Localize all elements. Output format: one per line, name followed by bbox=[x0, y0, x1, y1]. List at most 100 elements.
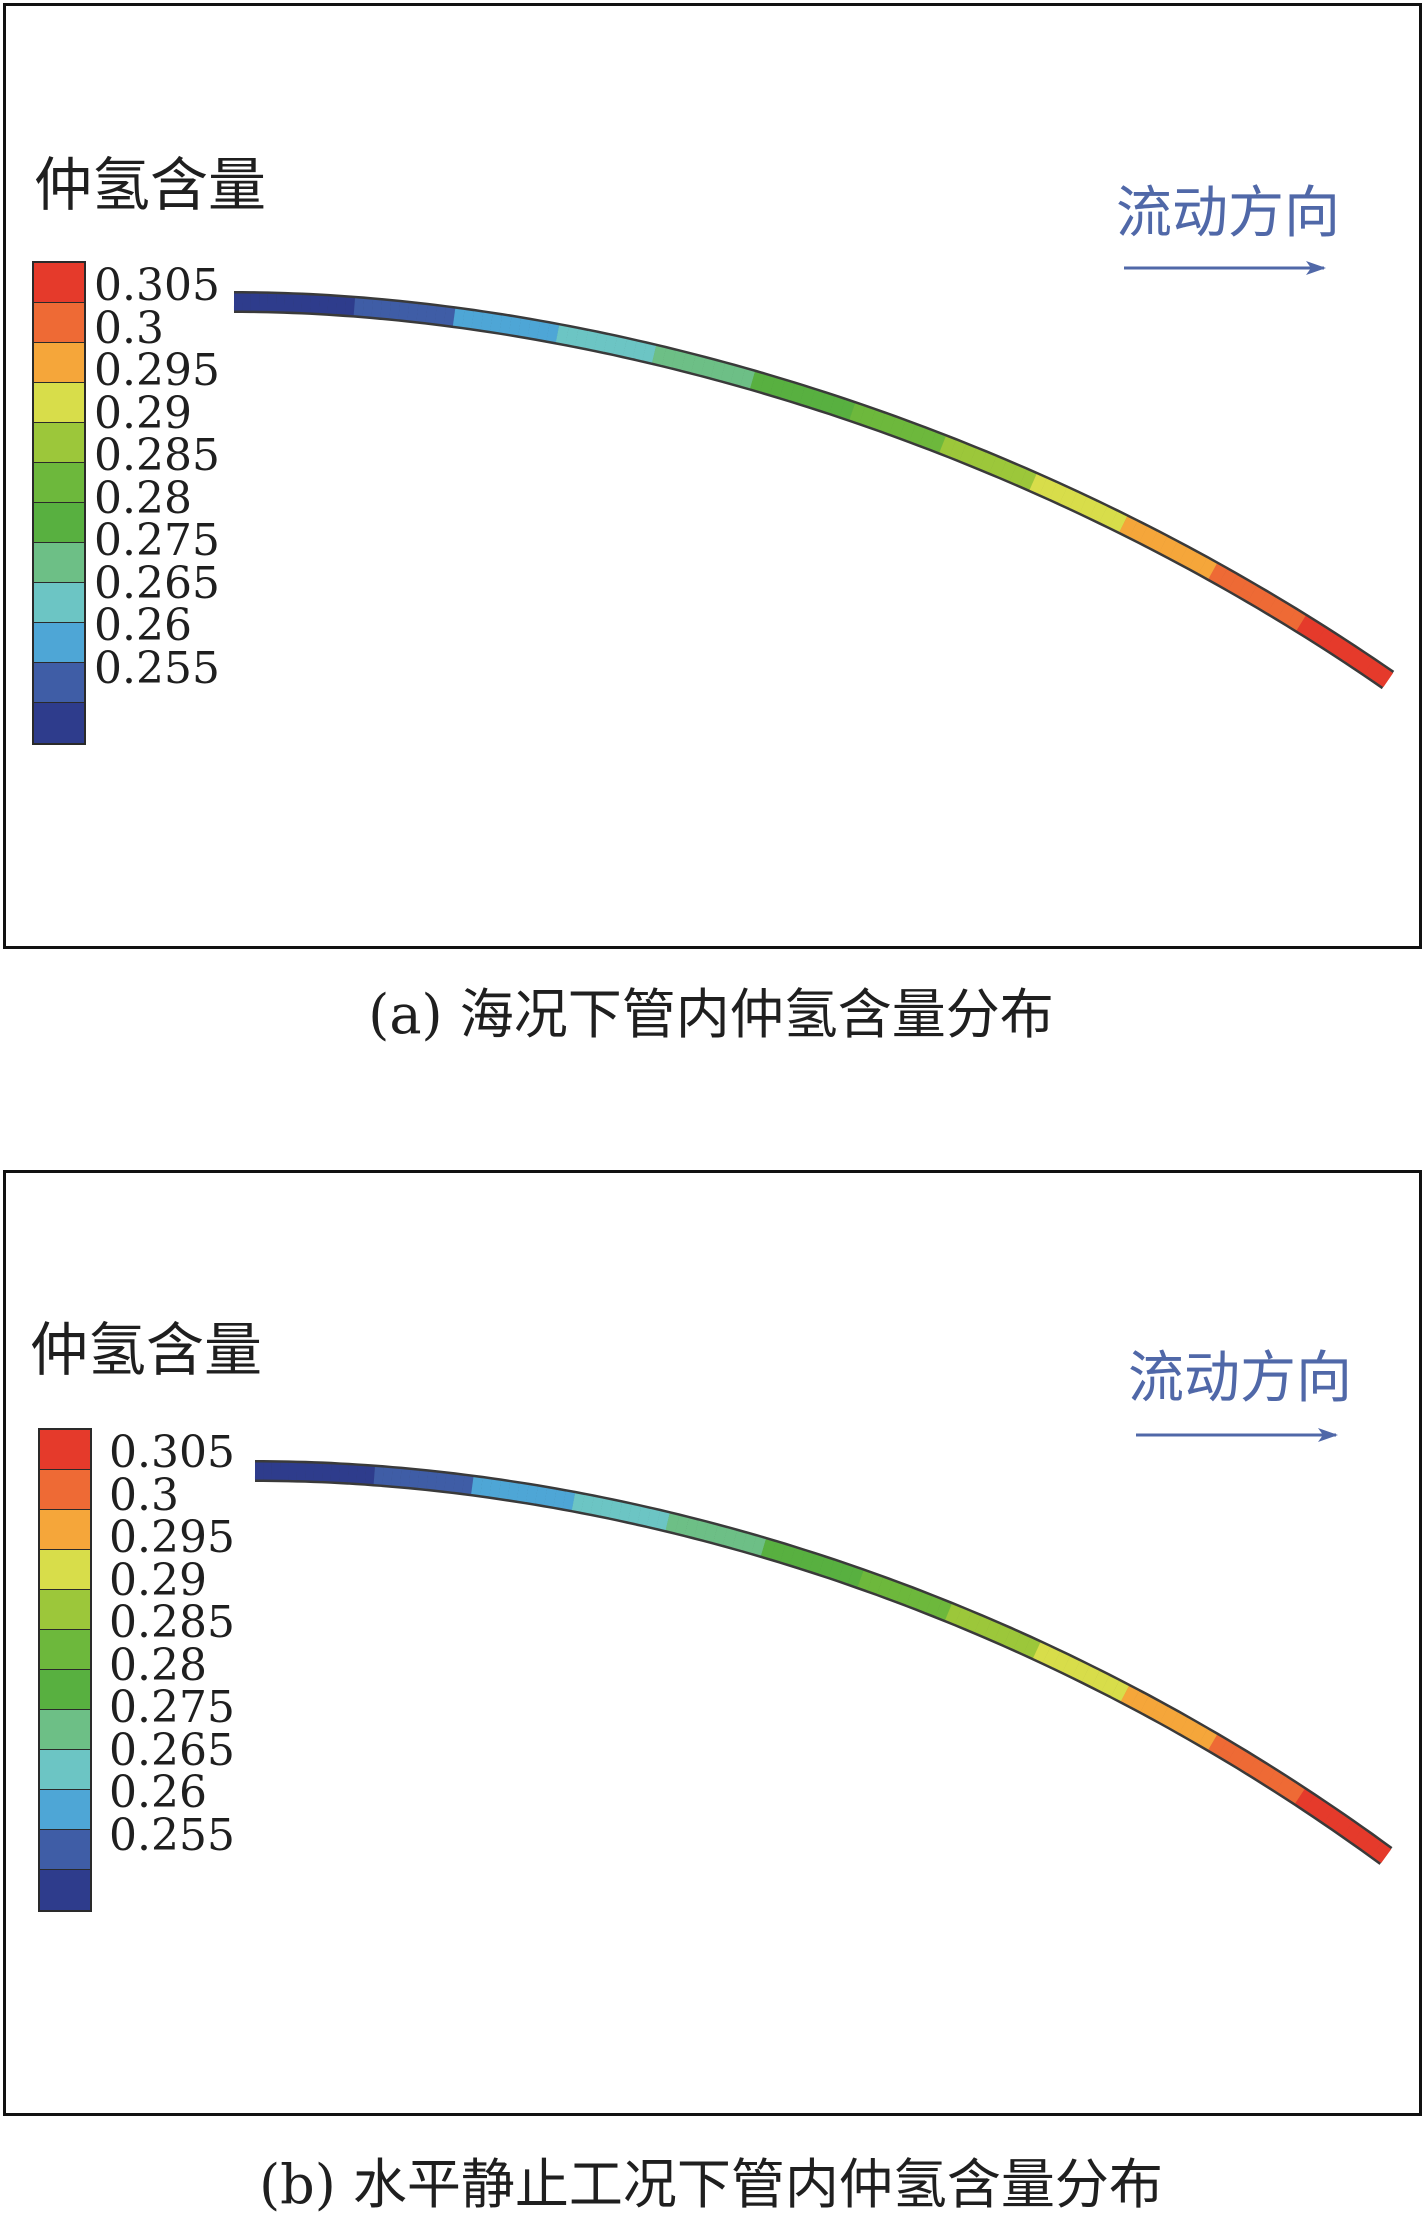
legend-swatch bbox=[34, 583, 84, 623]
pipe-segment bbox=[1352, 1828, 1373, 1850]
pipe-segment bbox=[1238, 580, 1257, 602]
pipe-segment bbox=[779, 380, 795, 401]
pipe-segment bbox=[929, 432, 946, 453]
pipe-segment bbox=[1354, 653, 1374, 675]
pipe-body bbox=[233, 291, 1395, 690]
pipe-segment bbox=[869, 410, 886, 431]
legend-swatch bbox=[40, 1710, 90, 1750]
pipe-segment bbox=[642, 343, 657, 363]
pipe-segment bbox=[819, 393, 836, 413]
pipe-segment bbox=[1335, 640, 1355, 662]
legend-swatch bbox=[40, 1670, 90, 1710]
legend-swatch bbox=[40, 1590, 90, 1630]
pipe-segment bbox=[877, 1577, 893, 1598]
legend-tick-label: 0.285 bbox=[109, 1597, 235, 1648]
pipe-segment bbox=[847, 1567, 864, 1587]
pipe-segment bbox=[398, 302, 410, 321]
pipe-segment bbox=[1149, 531, 1168, 553]
pipe-segment bbox=[959, 444, 977, 465]
pipe-segment bbox=[665, 1513, 680, 1533]
pipe-segment bbox=[555, 325, 569, 344]
pipe-segment bbox=[964, 1612, 982, 1633]
pipe-segment bbox=[691, 355, 706, 375]
pipe-segment bbox=[829, 396, 846, 417]
pipe-segment bbox=[1119, 516, 1138, 537]
pipe-segment bbox=[347, 1465, 358, 1483]
pipe-segment bbox=[789, 383, 805, 404]
pipe-segment bbox=[327, 296, 338, 314]
pipe-segment bbox=[1081, 1666, 1100, 1687]
pipe-segment bbox=[1003, 1629, 1021, 1650]
legend-tick-label: 0.275 bbox=[94, 515, 220, 566]
legend-tick-label: 0.265 bbox=[94, 557, 220, 609]
legend-swatch bbox=[34, 463, 84, 503]
pipe-segment bbox=[1237, 1752, 1257, 1773]
pipe-segment bbox=[527, 320, 541, 339]
pipe-segment bbox=[818, 1557, 835, 1577]
pipe-segment bbox=[1159, 536, 1178, 558]
legend-swatch bbox=[40, 1870, 90, 1910]
color-legend bbox=[38, 1428, 92, 1912]
pipe-segment bbox=[1150, 1701, 1169, 1723]
pipe-segment bbox=[599, 1498, 613, 1518]
legend-swatch bbox=[34, 503, 84, 543]
legend-tick-label: 0.255 bbox=[94, 642, 220, 694]
pipe-segment bbox=[553, 1489, 566, 1509]
pipe-segment bbox=[1120, 1686, 1139, 1707]
legend-tick-label: 0.285 bbox=[94, 430, 220, 481]
pipe-segment bbox=[1169, 542, 1188, 563]
pipe-segment bbox=[408, 1469, 420, 1488]
pipe-segment bbox=[1059, 487, 1077, 508]
pipe-segment bbox=[1342, 1821, 1363, 1843]
pipe-segment bbox=[1079, 497, 1098, 518]
legend-swatch bbox=[34, 343, 84, 383]
legend-tick-label: 0.26 bbox=[94, 600, 192, 651]
pipe-segment bbox=[857, 1570, 874, 1591]
pipe-segment bbox=[1208, 563, 1227, 585]
legend-title: 仲氢含量 bbox=[30, 1316, 263, 1384]
pipe-segment bbox=[1333, 1815, 1353, 1836]
legend-swatch bbox=[34, 543, 84, 583]
pipe-segment bbox=[480, 1478, 492, 1497]
pipe-segment bbox=[1285, 1782, 1305, 1804]
legend-title: 仲氢含量 bbox=[34, 151, 267, 219]
flow-direction-label: 流动方向 bbox=[1128, 1346, 1352, 1411]
pipe-segment bbox=[499, 315, 512, 334]
legend-tick-label: 0.255 bbox=[109, 1809, 235, 1861]
pipe-segment bbox=[789, 1548, 805, 1568]
pipe-segment bbox=[443, 307, 456, 326]
pipe-segment bbox=[656, 1511, 670, 1531]
pipe-segment bbox=[1364, 659, 1384, 681]
pipe-segment bbox=[362, 298, 374, 317]
pipe-segment bbox=[760, 374, 775, 395]
pipe-segment bbox=[584, 331, 598, 350]
pipe-segment bbox=[838, 1563, 854, 1584]
pipe-segment bbox=[671, 350, 686, 370]
pipe-segment bbox=[356, 1465, 367, 1484]
pipe-segment bbox=[536, 321, 550, 341]
pipe-segment bbox=[1042, 1647, 1061, 1668]
pipe-segment bbox=[1188, 552, 1208, 574]
pipe-segment bbox=[594, 333, 608, 352]
caption-b: (b) 水平静止工况下管内仲氢含量分布 bbox=[259, 2153, 1163, 2216]
pipe-segment bbox=[909, 424, 926, 445]
legend-tick-label: 0.305 bbox=[109, 1427, 235, 1478]
pipe-segment bbox=[769, 377, 785, 398]
pipe-segment bbox=[453, 1474, 465, 1493]
pipe-segment bbox=[1362, 1835, 1382, 1857]
pipe-segment bbox=[1218, 569, 1237, 590]
pipe-segment bbox=[518, 318, 531, 338]
pipe-segment bbox=[741, 1533, 757, 1553]
pipe-outline bbox=[255, 1460, 1393, 1865]
pipe-segment bbox=[389, 301, 401, 320]
panel-b: 仲氢含量 0.305 0.3 0.295 0.29 0.285 0.28 0.275 0.26… bbox=[3, 1170, 1422, 2116]
legend-swatch bbox=[40, 1750, 90, 1790]
flow-direction-label: 流动方向 bbox=[1116, 181, 1340, 246]
pipe-segment bbox=[984, 1620, 1002, 1641]
pipe-segment bbox=[1089, 501, 1108, 523]
pipe-segment bbox=[999, 461, 1017, 482]
pipe-segment bbox=[1072, 1661, 1090, 1682]
pipe-segment bbox=[1139, 526, 1158, 547]
legend-swatch bbox=[40, 1510, 90, 1550]
pipe-segment bbox=[1039, 478, 1057, 499]
